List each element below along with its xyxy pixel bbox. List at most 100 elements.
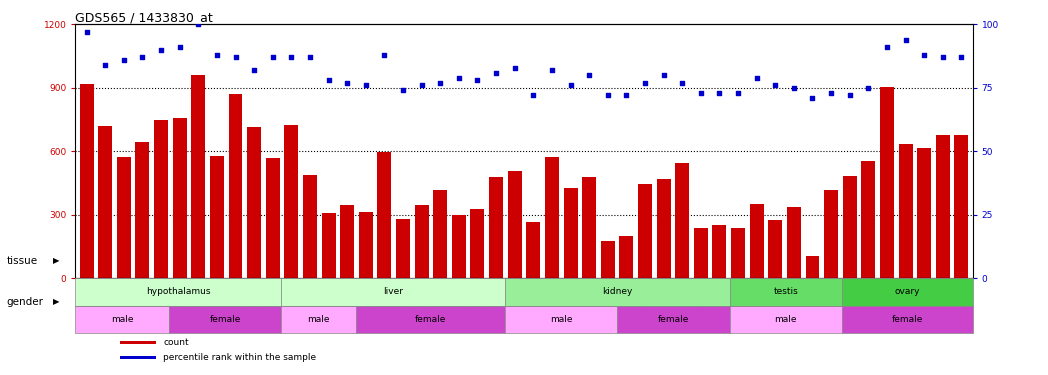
Point: [786, 85, 803, 91]
Bar: [356, 306, 505, 333]
Bar: [694, 228, 707, 278]
Bar: [228, 94, 242, 278]
Point: [618, 93, 635, 99]
Point: [953, 54, 969, 60]
Bar: [917, 148, 931, 278]
Bar: [564, 188, 577, 278]
Text: ovary: ovary: [894, 288, 920, 297]
Bar: [507, 171, 522, 278]
Point: [321, 77, 337, 83]
Bar: [377, 152, 391, 278]
Point: [153, 47, 170, 53]
Point: [562, 82, 578, 88]
Bar: [617, 306, 729, 333]
Bar: [452, 215, 466, 278]
Bar: [173, 118, 187, 278]
Bar: [638, 184, 652, 278]
Bar: [768, 220, 782, 278]
Text: male: male: [774, 315, 796, 324]
Bar: [247, 127, 261, 278]
Point: [935, 54, 952, 60]
Point: [897, 37, 914, 43]
Bar: [135, 142, 150, 278]
Point: [729, 90, 746, 96]
Text: GDS565 / 1433830_at: GDS565 / 1433830_at: [75, 11, 213, 24]
Text: testis: testis: [773, 288, 798, 297]
Bar: [281, 306, 356, 333]
Bar: [322, 213, 335, 278]
Bar: [898, 144, 913, 278]
Point: [748, 75, 765, 81]
Bar: [471, 210, 484, 278]
Bar: [732, 228, 745, 278]
Bar: [824, 190, 838, 278]
Bar: [843, 176, 856, 278]
Point: [339, 80, 355, 86]
Bar: [505, 306, 617, 333]
Point: [674, 80, 691, 86]
Point: [245, 67, 262, 73]
Point: [134, 54, 151, 60]
Point: [209, 52, 225, 58]
Bar: [675, 163, 690, 278]
Bar: [806, 256, 820, 278]
Bar: [99, 126, 112, 278]
Bar: [192, 75, 205, 278]
Point: [190, 21, 206, 27]
Bar: [281, 278, 505, 306]
Point: [878, 44, 895, 50]
Bar: [861, 161, 875, 278]
Point: [171, 44, 188, 50]
Bar: [396, 219, 410, 278]
Bar: [545, 157, 559, 278]
Bar: [936, 135, 949, 278]
Bar: [117, 157, 131, 278]
Point: [96, 62, 113, 68]
Text: gender: gender: [6, 297, 43, 307]
Point: [767, 82, 784, 88]
Text: kidney: kidney: [603, 288, 633, 297]
Bar: [749, 204, 764, 278]
Text: tissue: tissue: [6, 256, 38, 266]
Point: [711, 90, 727, 96]
Bar: [341, 205, 354, 278]
Bar: [303, 174, 316, 278]
Bar: [505, 278, 729, 306]
Bar: [75, 306, 169, 333]
Bar: [619, 236, 633, 278]
Bar: [284, 125, 299, 278]
Point: [487, 70, 504, 76]
Text: female: female: [892, 315, 923, 324]
Bar: [169, 306, 281, 333]
Bar: [713, 225, 726, 278]
Bar: [842, 278, 973, 306]
Point: [395, 87, 412, 93]
Point: [599, 93, 616, 99]
Text: female: female: [210, 315, 241, 324]
Text: count: count: [163, 338, 189, 347]
Bar: [121, 341, 156, 344]
Text: male: male: [550, 315, 572, 324]
Text: male: male: [111, 315, 133, 324]
Point: [115, 57, 132, 63]
Point: [581, 72, 597, 78]
Point: [451, 75, 467, 81]
Point: [636, 80, 653, 86]
Bar: [415, 205, 429, 278]
Point: [376, 52, 393, 58]
Bar: [266, 158, 280, 278]
Bar: [787, 207, 801, 278]
Point: [860, 85, 877, 91]
Bar: [526, 222, 541, 278]
Bar: [75, 278, 281, 306]
Point: [842, 93, 858, 99]
Bar: [154, 120, 168, 278]
Bar: [121, 357, 156, 359]
Text: liver: liver: [384, 288, 403, 297]
Bar: [358, 211, 373, 278]
Point: [264, 54, 281, 60]
Point: [470, 77, 486, 83]
Point: [506, 64, 523, 70]
Bar: [433, 190, 447, 278]
Text: female: female: [415, 315, 446, 324]
